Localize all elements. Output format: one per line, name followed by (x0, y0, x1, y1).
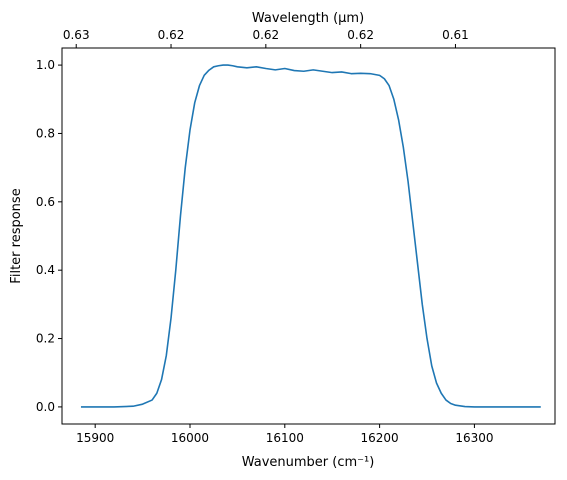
secondary-x-tick-label: 0.62 (252, 28, 279, 42)
x-tick-label: 16200 (361, 431, 399, 445)
y-axis-label: Filter response (9, 188, 24, 283)
y-tick-label: 0.2 (36, 332, 55, 346)
secondary-x-tick-label: 0.63 (63, 28, 90, 42)
y-tick-label: 0.4 (36, 263, 55, 277)
secondary-x-axis-label: Wavelength (μm) (252, 11, 364, 26)
secondary-x-tick-label: 0.61 (442, 28, 469, 42)
y-tick-label: 1.0 (36, 58, 55, 72)
secondary-x-axis-ticks: 0.63 0.62 0.62 0.62 0.61 (63, 28, 469, 48)
y-tick-label: 0.0 (36, 400, 55, 414)
x-tick-label: 16000 (171, 431, 209, 445)
y-axis-ticks: 0.0 0.2 0.4 0.6 0.8 1.0 (36, 58, 62, 414)
y-tick-label: 0.6 (36, 195, 55, 209)
x-tick-label: 16100 (266, 431, 304, 445)
secondary-x-tick-label: 0.62 (158, 28, 185, 42)
x-tick-label: 16300 (455, 431, 493, 445)
series-line (80, 64, 541, 408)
x-axis-label: Wavenumber (cm⁻¹) (242, 455, 375, 470)
y-tick-label: 0.8 (36, 126, 55, 140)
secondary-x-tick-label: 0.62 (347, 28, 374, 42)
x-tick-label: 15900 (76, 431, 114, 445)
plot-frame (61, 47, 556, 425)
plot-area (62, 48, 555, 424)
x-axis-ticks: 15900 16000 16100 16200 16300 (76, 424, 494, 445)
